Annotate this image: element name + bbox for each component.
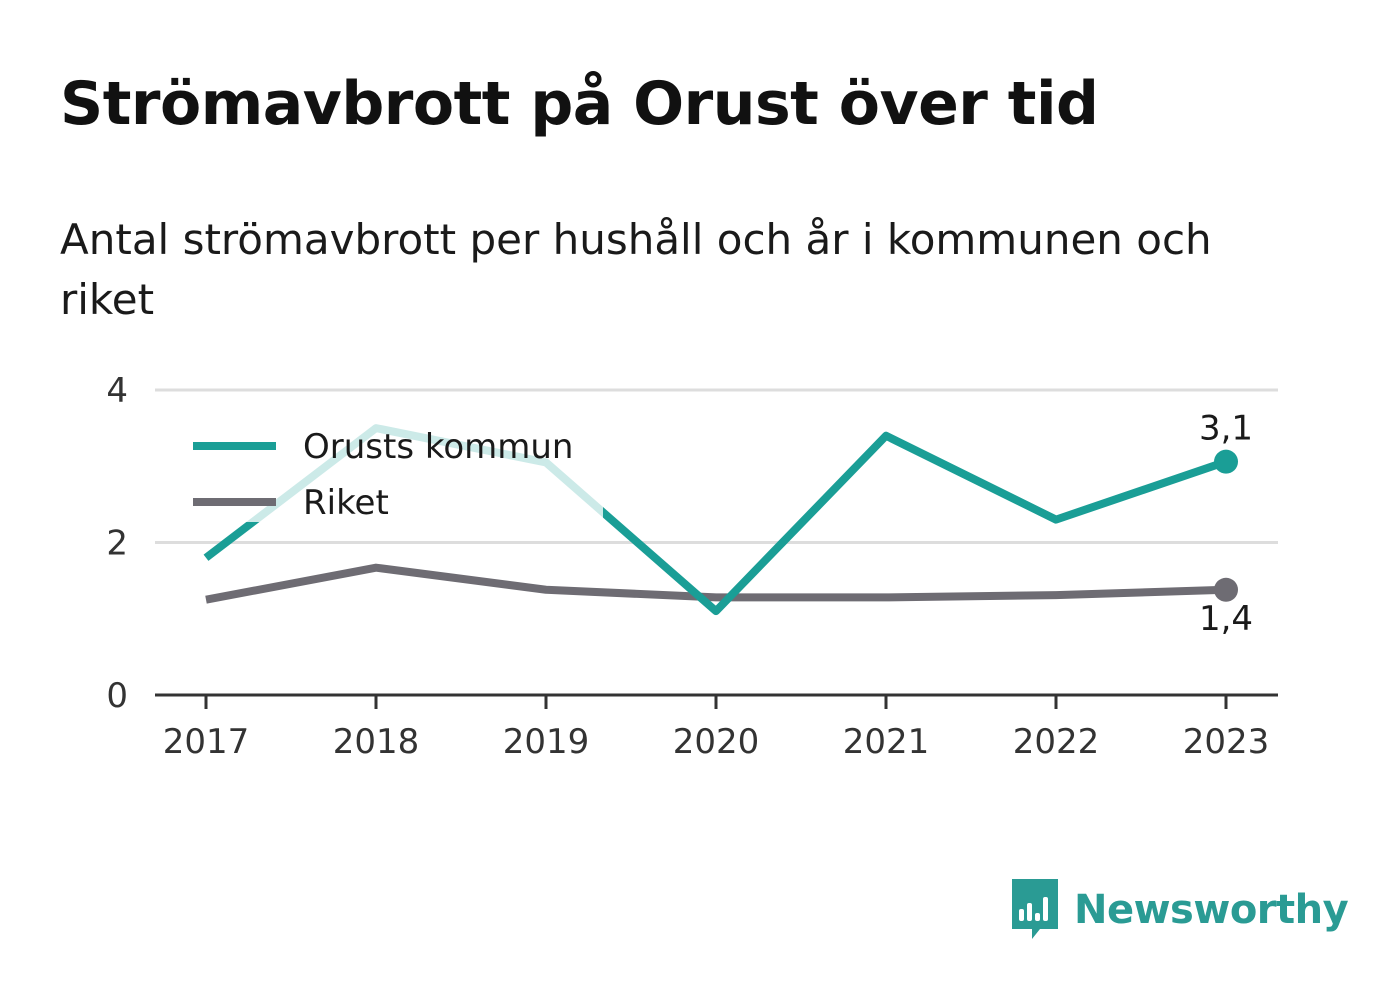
y-tick-label: 2: [106, 524, 128, 564]
end-value-label: 1,4: [1199, 599, 1253, 639]
series-end-point: [1214, 449, 1238, 474]
gridlines: [155, 388, 1278, 544]
x-tick-label: 2018: [333, 722, 420, 762]
newsworthy-logo-icon: [1012, 879, 1058, 939]
x-tick-label: 2022: [1013, 722, 1100, 762]
x-tick-label: 2021: [843, 722, 930, 762]
series-line-1: [205, 563, 1227, 604]
y-tick-label: 4: [106, 371, 128, 411]
series-end-point: [1214, 577, 1238, 602]
end-value-label: 3,1: [1199, 409, 1253, 449]
x-tick-label: 2017: [163, 722, 250, 762]
y-tick-label: 0: [106, 676, 128, 716]
legend-label: Riket: [303, 483, 389, 523]
legend: Orusts kommun Riket: [193, 427, 573, 523]
legend-label: Orusts kommun: [303, 427, 573, 467]
brand-name: Newsworthy: [1074, 887, 1349, 933]
data-labels: 3,1 1,4: [1199, 409, 1253, 639]
x-tick-label: 2023: [1183, 722, 1270, 762]
x-tick-label: 2019: [503, 722, 590, 762]
brand-logo: Newsworthy: [1010, 878, 1349, 942]
chart-subtitle: Antal strömavbrott per hushåll och år i …: [60, 215, 1212, 324]
axes: 0 2 4 2017 2018 2019 2020 2021 2022 2023: [106, 371, 1278, 762]
x-tick-label: 2020: [673, 722, 760, 762]
chart-title: Strömavbrott på Orust över tid: [60, 69, 1099, 139]
